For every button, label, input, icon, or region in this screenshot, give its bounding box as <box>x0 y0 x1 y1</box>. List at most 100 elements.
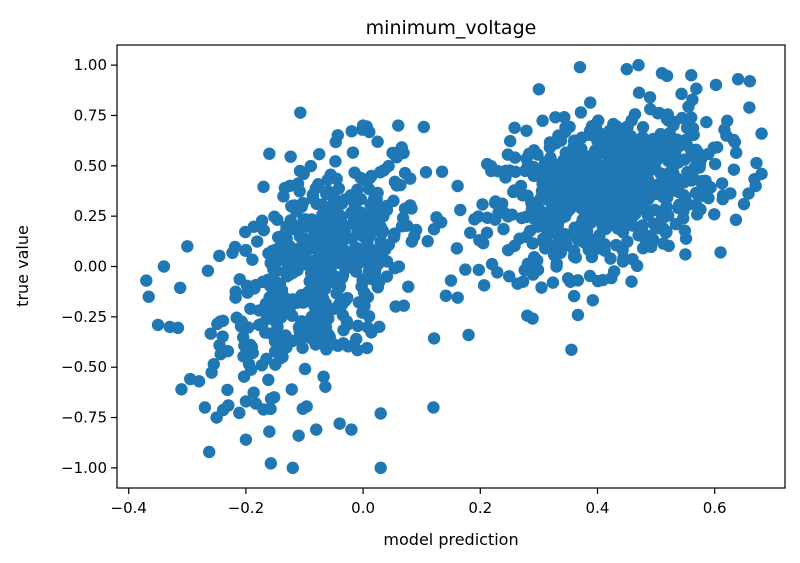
data-point <box>298 362 312 376</box>
data-point <box>646 233 660 246</box>
data-point <box>707 141 720 154</box>
data-point <box>368 266 382 280</box>
data-point <box>273 352 287 365</box>
data-point <box>389 300 402 313</box>
data-point <box>609 152 622 166</box>
data-point <box>157 260 171 273</box>
data-point <box>554 134 568 147</box>
y-tick-label: −0.50 <box>61 358 107 376</box>
data-point <box>339 193 352 206</box>
data-point <box>327 337 340 351</box>
data-point <box>715 177 729 190</box>
data-point <box>611 138 624 152</box>
y-tick-label: −0.75 <box>61 409 107 427</box>
x-axis-label: model prediction <box>383 530 518 549</box>
data-point <box>709 78 723 92</box>
data-point <box>673 198 686 211</box>
data-point <box>526 312 539 325</box>
chart-title: minimum_voltage <box>366 17 537 39</box>
data-point <box>638 202 652 216</box>
data-point <box>380 255 394 268</box>
data-point <box>626 188 639 201</box>
data-point <box>626 252 639 266</box>
data-point <box>623 147 636 160</box>
data-point <box>341 291 354 305</box>
data-point <box>365 326 378 339</box>
data-point <box>583 128 597 142</box>
data-point <box>382 159 395 173</box>
data-point <box>222 399 235 412</box>
data-point <box>364 198 377 211</box>
data-point <box>198 401 212 414</box>
data-point <box>267 391 281 404</box>
data-point <box>326 221 340 234</box>
data-point <box>396 211 410 225</box>
data-point <box>647 217 661 230</box>
data-point <box>561 272 575 285</box>
data-point <box>533 203 546 216</box>
data-point <box>435 165 449 178</box>
data-point <box>560 184 573 197</box>
data-point <box>332 182 346 195</box>
data-point <box>696 174 709 188</box>
data-point <box>277 190 290 203</box>
data-point <box>239 395 253 408</box>
data-point <box>549 111 562 124</box>
data-point <box>546 276 560 289</box>
data-point <box>547 204 560 217</box>
data-point <box>603 216 617 229</box>
data-point <box>264 457 278 470</box>
data-point <box>316 292 330 305</box>
data-point <box>573 186 587 200</box>
data-point <box>587 198 601 211</box>
data-point <box>708 208 721 221</box>
data-point <box>315 238 329 251</box>
data-point <box>561 205 574 219</box>
data-point <box>625 275 638 288</box>
data-point <box>379 243 392 256</box>
data-point <box>202 445 216 459</box>
y-axis-ticks: −1.00 −0.75 −0.50 −0.25 0.00 0.25 0.50 0.75 1.00 <box>61 56 117 477</box>
data-point <box>374 407 387 420</box>
data-point <box>360 255 373 268</box>
data-point <box>330 172 343 186</box>
data-point <box>632 160 646 174</box>
x-tick-label: −0.2 <box>228 499 264 517</box>
y-tick-label: −0.25 <box>61 308 107 326</box>
data-point <box>608 128 622 142</box>
data-point <box>306 264 319 277</box>
data-point <box>318 282 331 295</box>
x-tick-label: 0.4 <box>586 499 610 517</box>
data-point <box>374 461 387 475</box>
data-point <box>643 91 657 104</box>
data-point <box>419 166 433 179</box>
x-axis-ticks: −0.4 −0.2 0.0 0.2 0.4 0.6 <box>111 488 727 517</box>
data-point <box>560 239 573 252</box>
data-point <box>531 148 544 161</box>
data-point <box>567 250 581 263</box>
data-point <box>677 189 691 202</box>
y-tick-label: 0.00 <box>74 258 107 276</box>
data-point <box>204 327 217 340</box>
data-point <box>531 254 544 267</box>
data-point <box>497 222 510 236</box>
data-point <box>743 101 756 114</box>
data-point <box>293 164 307 178</box>
data-point <box>249 278 262 292</box>
data-point <box>596 131 610 144</box>
data-point <box>550 260 563 273</box>
data-point <box>263 279 277 293</box>
data-points <box>140 58 768 475</box>
data-point <box>585 244 598 257</box>
data-point <box>374 222 387 236</box>
data-point <box>558 111 571 124</box>
data-point <box>716 192 729 206</box>
data-point <box>451 179 464 193</box>
data-point <box>714 246 727 259</box>
data-point <box>720 129 733 142</box>
data-point <box>603 173 616 187</box>
data-point <box>421 234 434 248</box>
data-point <box>527 160 540 174</box>
data-point <box>520 124 533 137</box>
data-point <box>628 108 642 121</box>
